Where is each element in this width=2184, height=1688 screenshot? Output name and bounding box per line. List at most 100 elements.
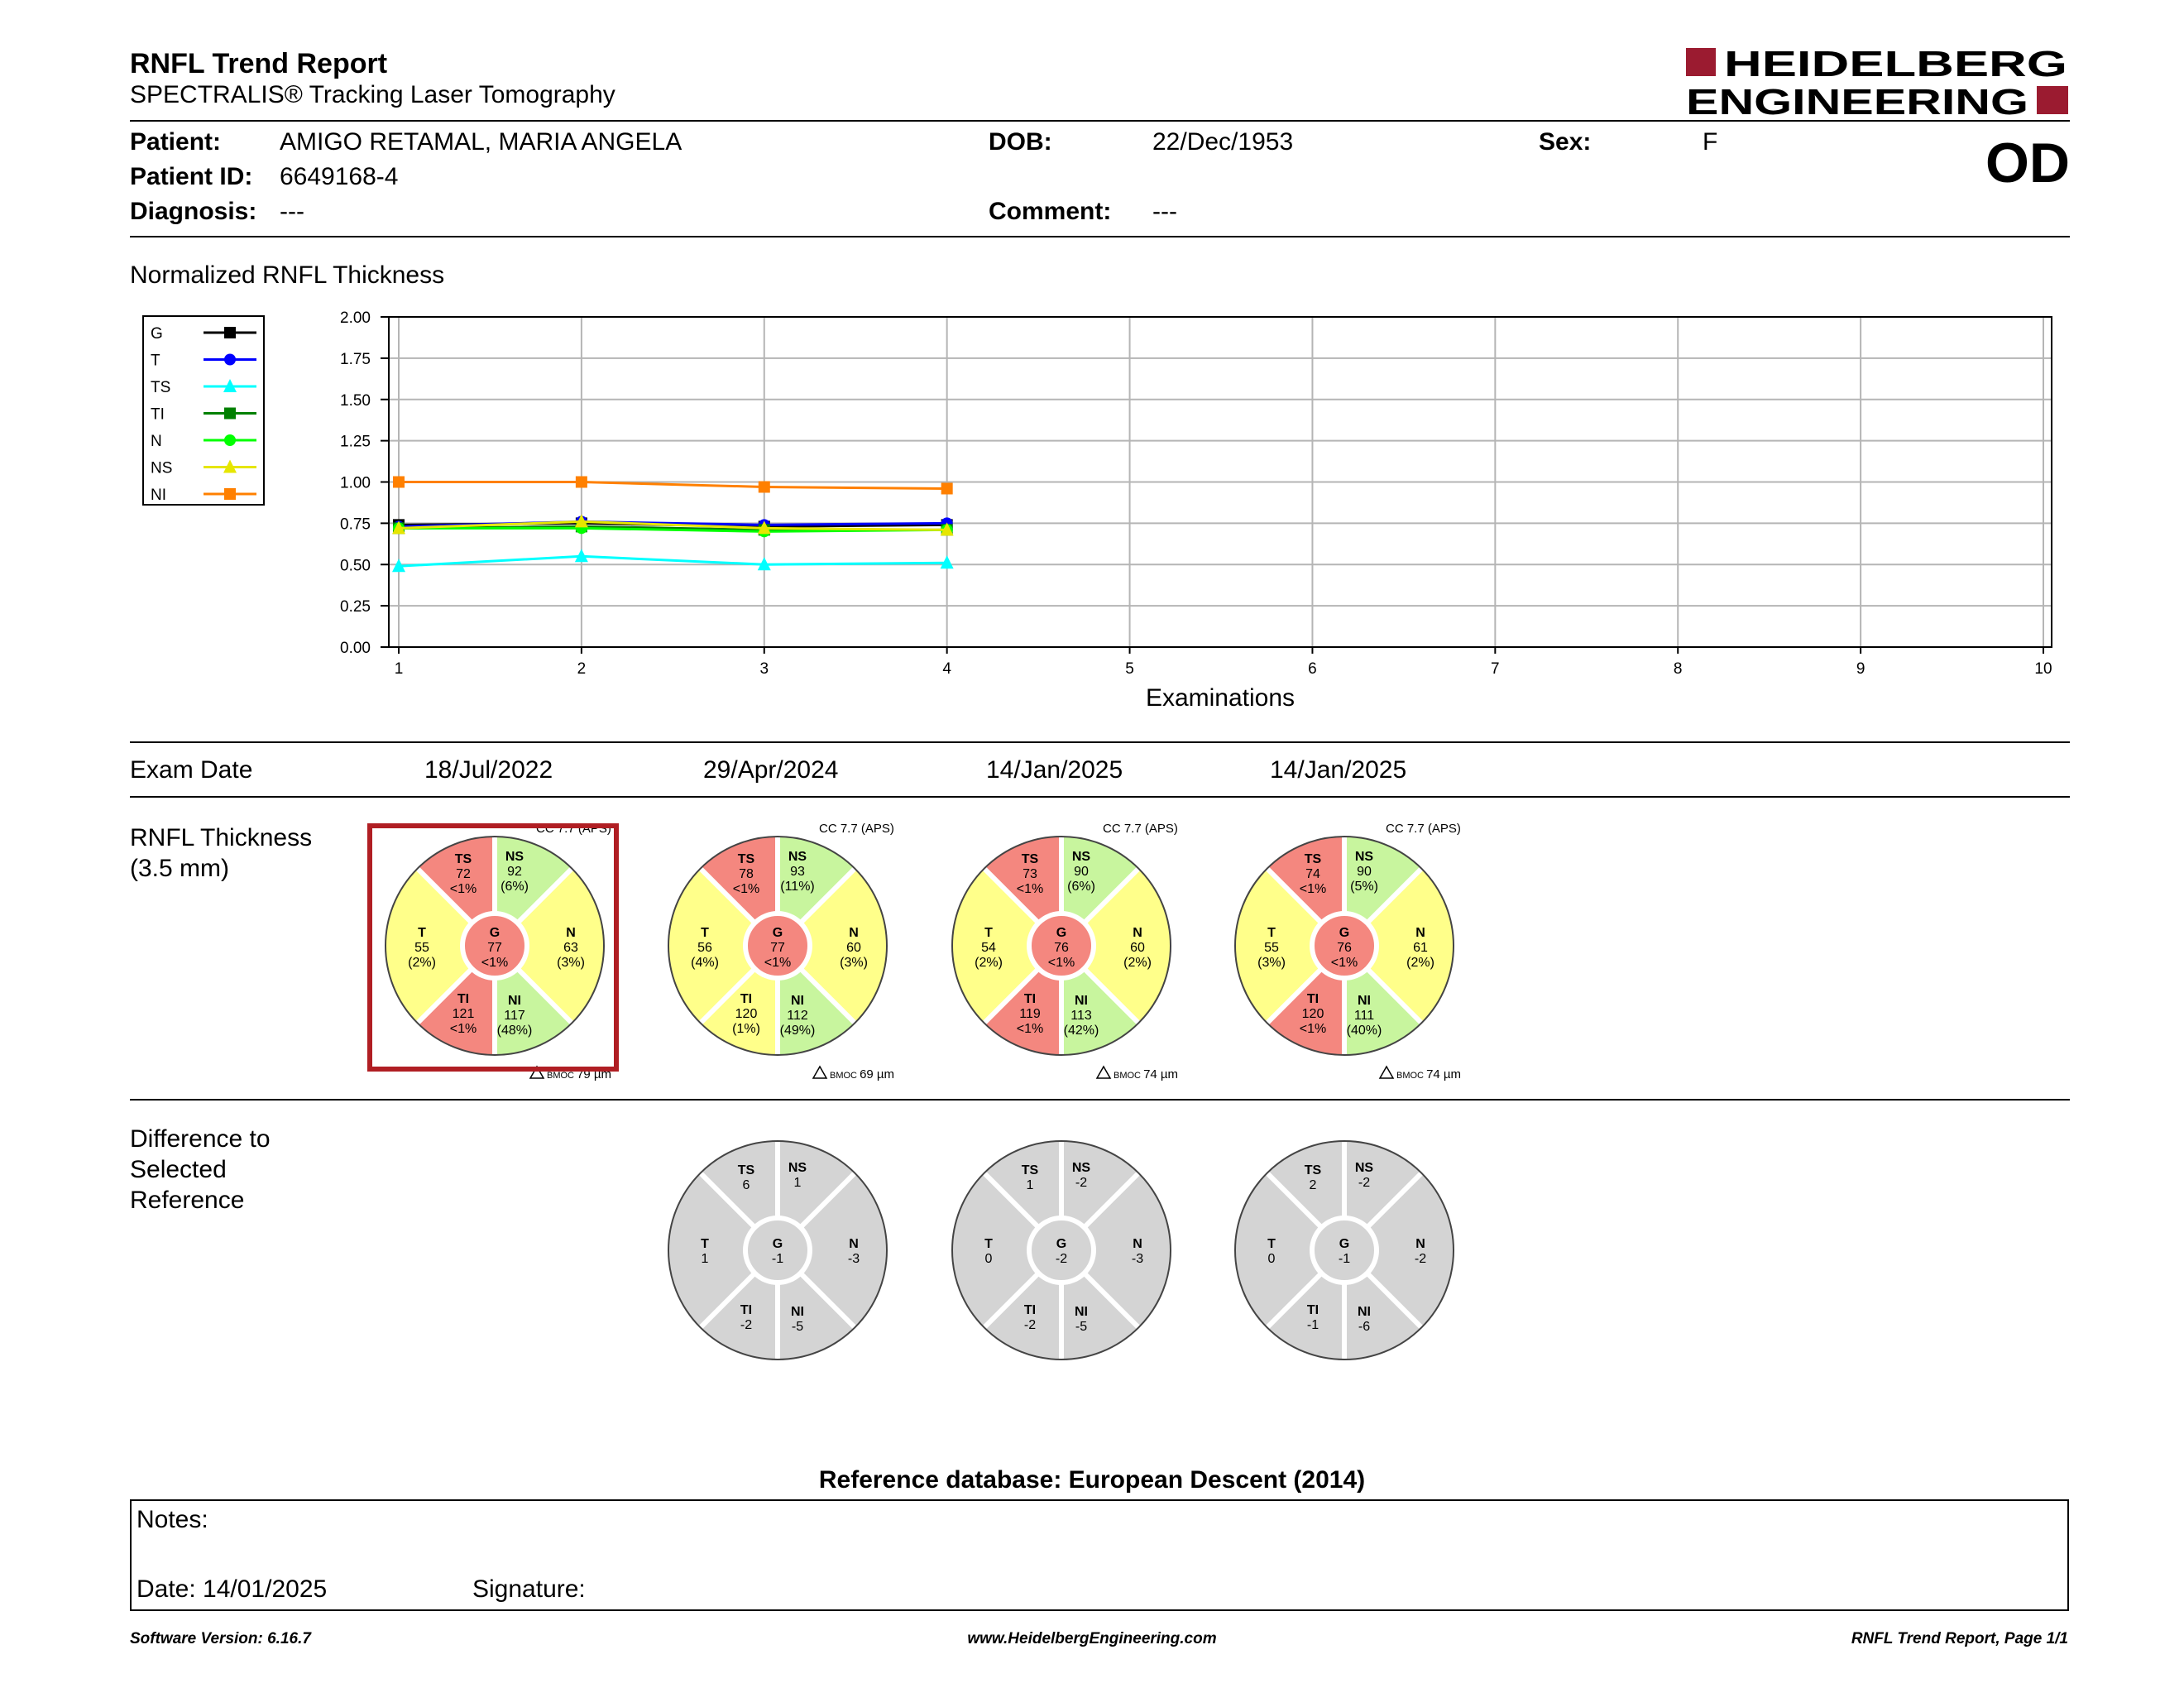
sector-name: G bbox=[490, 926, 500, 940]
sector-name: G bbox=[773, 1237, 783, 1251]
x-tick-label: 6 bbox=[1308, 660, 1317, 678]
sector-name: NI bbox=[1358, 1305, 1371, 1319]
difference-label-line3: Reference bbox=[130, 1187, 245, 1214]
comment-value: --- bbox=[1152, 198, 1177, 225]
delta-icon bbox=[529, 1065, 545, 1079]
circle-outline bbox=[951, 1140, 1171, 1360]
data-point bbox=[941, 482, 953, 495]
scan-quality: CC 7.7 (APS) bbox=[1386, 822, 1461, 836]
legend-label: TI bbox=[151, 406, 165, 424]
legend-label: T bbox=[151, 352, 160, 370]
sector-name: T bbox=[984, 1237, 993, 1251]
comment-label: Comment: bbox=[989, 198, 1112, 225]
legend-label: NS bbox=[151, 460, 172, 477]
sector-name: TI bbox=[457, 992, 469, 1006]
data-point bbox=[940, 522, 954, 536]
sector-name: TI bbox=[1307, 1303, 1319, 1317]
sector-difference: -5 bbox=[792, 1320, 803, 1334]
sector-name: T bbox=[701, 1237, 709, 1251]
sector-divider bbox=[1365, 966, 1424, 1025]
notes-box[interactable]: Notes: Date: 14/01/2025 Signature: bbox=[130, 1499, 2069, 1611]
sector-ti bbox=[1267, 1273, 1344, 1360]
data-point bbox=[224, 353, 236, 366]
sector-n bbox=[1367, 868, 1454, 1024]
sector-g bbox=[462, 914, 527, 978]
patient-name: AMIGO RETAMAL, MARIA ANGELA bbox=[280, 128, 682, 156]
logo-line-2: ENGINEERING bbox=[1686, 82, 2028, 117]
sector-name: N bbox=[1415, 1237, 1425, 1251]
sector-name: G bbox=[1056, 926, 1066, 940]
sector-value: 72 bbox=[456, 867, 471, 881]
sector-divider bbox=[698, 866, 757, 925]
scan-quality: CC 7.7 (APS) bbox=[1103, 822, 1178, 836]
sector-divider bbox=[982, 1271, 1041, 1330]
sector-value: 93 bbox=[790, 865, 805, 879]
sector-percentile: (5%) bbox=[1350, 880, 1378, 894]
sector-name: N bbox=[1133, 926, 1142, 940]
sector-name: TI bbox=[740, 992, 752, 1006]
sector-g bbox=[1312, 914, 1377, 978]
circle-outline bbox=[1234, 1140, 1454, 1360]
data-point bbox=[392, 559, 405, 573]
series-line bbox=[398, 520, 947, 531]
sector-divider bbox=[698, 1171, 757, 1230]
sector-difference: -1 bbox=[772, 1252, 783, 1266]
sector-value: 60 bbox=[846, 941, 861, 955]
sector-name: G bbox=[1056, 1237, 1066, 1251]
report-title: RNFL Trend Report bbox=[130, 48, 388, 79]
sector-name: NS bbox=[1355, 850, 1374, 864]
sector-value: 77 bbox=[487, 941, 502, 955]
circle-outline bbox=[668, 1140, 888, 1360]
y-tick-label: 1.75 bbox=[340, 351, 371, 368]
sector-name: TI bbox=[1024, 992, 1036, 1006]
difference-label-line1: Difference to bbox=[130, 1125, 271, 1153]
sector-name: TS bbox=[1022, 1163, 1039, 1177]
data-point bbox=[223, 379, 237, 392]
sector-percentile: <1% bbox=[481, 956, 508, 970]
y-tick-label: 1.25 bbox=[340, 434, 371, 451]
report-subtitle: SPECTRALIS® Tracking Laser Tomography bbox=[130, 81, 615, 108]
sector-value: 112 bbox=[787, 1009, 808, 1023]
rnfl-label-line2: (3.5 mm) bbox=[130, 855, 229, 882]
circle-outline bbox=[951, 836, 1171, 1056]
rnfl-circle-3: T54(2%)TS73<1%NS90(6%)N60(2%)NI113(42%)T… bbox=[951, 822, 1178, 1081]
x-tick-label: 7 bbox=[1491, 660, 1500, 678]
page-number: RNFL Trend Report, Page 1/1 bbox=[1851, 1630, 2068, 1647]
sector-difference: 1 bbox=[794, 1176, 802, 1190]
sector-divider bbox=[1082, 1171, 1141, 1230]
sector-name: NS bbox=[1355, 1161, 1374, 1175]
sector-value: 90 bbox=[1074, 865, 1089, 879]
legend-label: N bbox=[151, 433, 162, 450]
sector-divider bbox=[1365, 1271, 1424, 1330]
diagnosis-value: --- bbox=[280, 198, 304, 225]
sector-name: NS bbox=[1072, 850, 1091, 864]
sector-divider bbox=[515, 966, 574, 1025]
reference-database: Reference database: European Descent (20… bbox=[818, 1466, 1366, 1494]
sector-name: N bbox=[566, 926, 576, 940]
sector-value: 63 bbox=[563, 941, 578, 955]
data-point bbox=[757, 557, 771, 571]
sector-divider bbox=[698, 966, 757, 1025]
data-point bbox=[224, 407, 236, 420]
x-tick-label: 1 bbox=[395, 660, 404, 678]
sector-name: NS bbox=[1072, 1161, 1091, 1175]
data-point bbox=[757, 520, 771, 535]
circle-outline bbox=[1234, 836, 1454, 1056]
sector-name: TS bbox=[1305, 1163, 1322, 1177]
difference-label-line2: Selected bbox=[130, 1156, 227, 1183]
divider bbox=[130, 741, 2070, 743]
sector-value: 60 bbox=[1130, 941, 1145, 955]
sector-divider bbox=[798, 1171, 857, 1230]
legend-item-ts: TS bbox=[151, 379, 256, 396]
sector-name: TI bbox=[1307, 992, 1319, 1006]
sector-value: 92 bbox=[507, 865, 522, 879]
sector-difference: -2 bbox=[1415, 1252, 1426, 1266]
sector-t bbox=[952, 1172, 1039, 1328]
series-ts bbox=[392, 549, 954, 573]
sector-ts bbox=[984, 1141, 1061, 1228]
series-ni bbox=[393, 476, 953, 495]
sector-percentile: (11%) bbox=[780, 880, 815, 894]
sector-value: 90 bbox=[1357, 865, 1372, 879]
divider bbox=[130, 796, 2070, 798]
